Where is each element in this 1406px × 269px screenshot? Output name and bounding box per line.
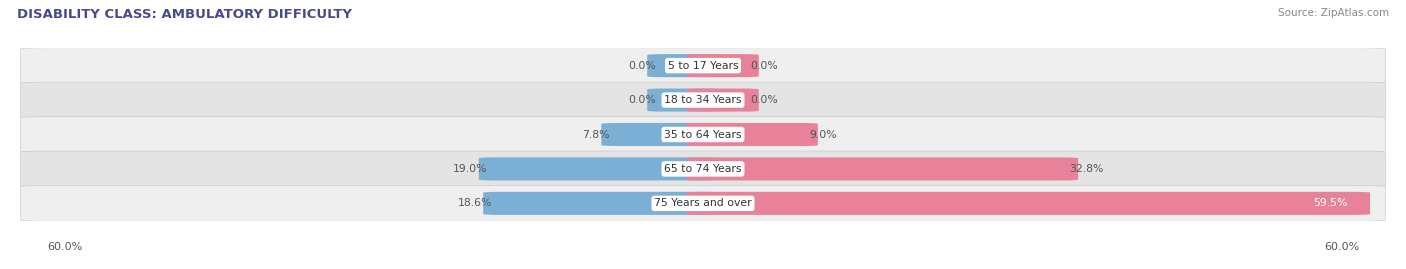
Text: 60.0%: 60.0% [46,242,82,252]
Text: 0.0%: 0.0% [751,95,778,105]
FancyBboxPatch shape [21,185,1385,221]
FancyBboxPatch shape [479,157,720,180]
FancyBboxPatch shape [647,89,720,112]
Text: 0.0%: 0.0% [751,61,778,71]
Text: 19.0%: 19.0% [453,164,488,174]
Text: DISABILITY CLASS: AMBULATORY DIFFICULTY: DISABILITY CLASS: AMBULATORY DIFFICULTY [17,8,352,21]
FancyBboxPatch shape [602,123,720,146]
FancyBboxPatch shape [686,192,1369,215]
Text: 9.0%: 9.0% [810,129,837,140]
FancyBboxPatch shape [21,116,1385,153]
FancyBboxPatch shape [686,89,759,112]
Text: 65 to 74 Years: 65 to 74 Years [664,164,742,174]
Text: 7.8%: 7.8% [582,129,610,140]
FancyBboxPatch shape [647,54,720,77]
Text: Source: ZipAtlas.com: Source: ZipAtlas.com [1278,8,1389,18]
FancyBboxPatch shape [21,151,1385,187]
FancyBboxPatch shape [21,82,1385,118]
Text: 75 Years and over: 75 Years and over [654,198,752,208]
Text: 18.6%: 18.6% [457,198,492,208]
FancyBboxPatch shape [21,48,1385,84]
Text: 5 to 17 Years: 5 to 17 Years [668,61,738,71]
Text: 0.0%: 0.0% [628,95,655,105]
FancyBboxPatch shape [484,192,720,215]
FancyBboxPatch shape [686,157,1078,180]
Text: 59.5%: 59.5% [1313,198,1347,208]
Text: 32.8%: 32.8% [1070,164,1104,174]
FancyBboxPatch shape [686,54,759,77]
Text: 0.0%: 0.0% [628,61,655,71]
FancyBboxPatch shape [686,123,818,146]
Text: 35 to 64 Years: 35 to 64 Years [664,129,742,140]
Text: 60.0%: 60.0% [1324,242,1360,252]
Text: 18 to 34 Years: 18 to 34 Years [664,95,742,105]
